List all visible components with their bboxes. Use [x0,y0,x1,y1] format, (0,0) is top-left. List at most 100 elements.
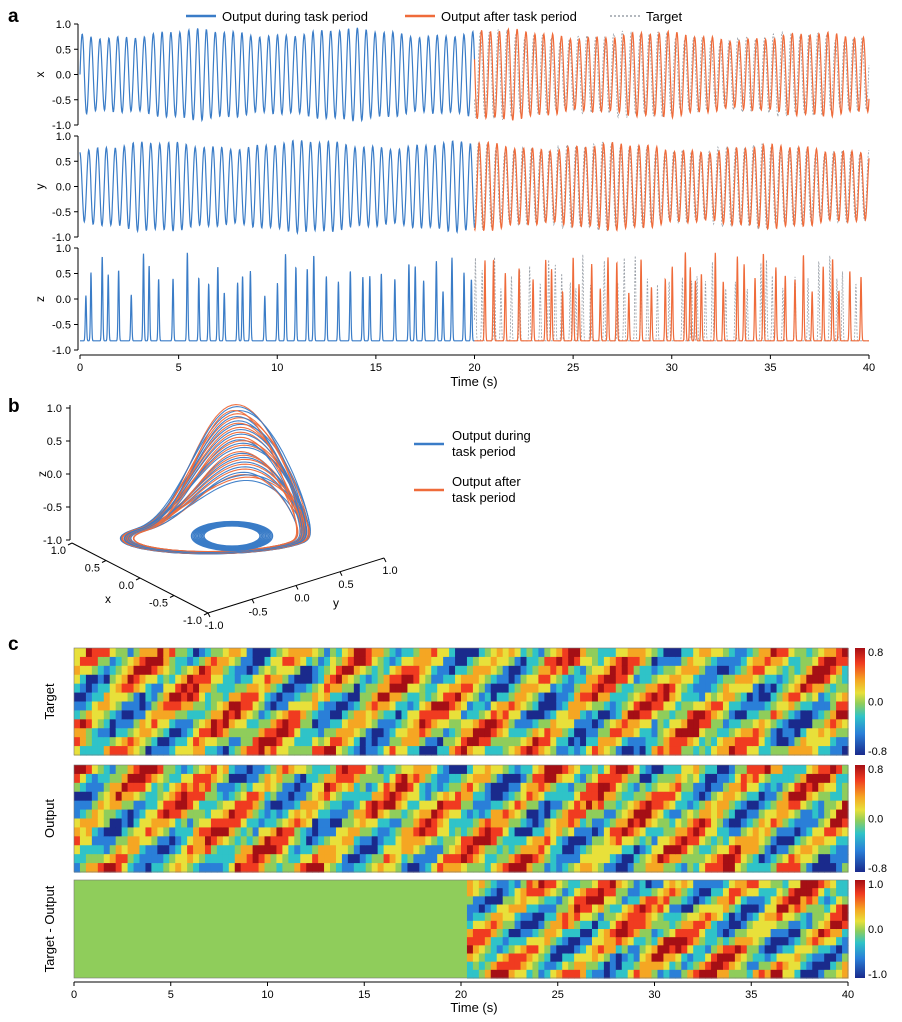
heatmap-cell [377,683,385,694]
heatmap-cell [181,809,188,820]
heatmap-cell [294,728,301,738]
heatmap-cell [127,818,135,829]
heatmap-cell [371,701,379,712]
heatmap-cell [466,827,474,837]
heatmap-cell [782,836,790,846]
heatmap-cell [276,719,283,729]
heatmap-cell [240,648,248,658]
heatmap-cell [163,648,170,658]
heatmap-cell [466,782,474,793]
heatmap-cell [717,969,724,979]
heatmap-cell [443,656,450,667]
heatmap-cell [413,665,420,676]
heatmap-cell [806,929,813,938]
heatmap-cell [508,818,516,829]
heatmap-cell [389,701,397,712]
heatmap-cell [139,765,147,775]
heatmap-cell [639,845,647,855]
heatmap-cell [675,845,682,855]
heatmap-cell [419,719,426,729]
heatmap-cell [169,818,176,829]
heatmap-cell [824,888,831,897]
heatmap-cell [359,818,367,829]
heatmap-cell [663,728,670,738]
heatmap-cell [758,920,766,930]
heatmap-cell [544,929,551,938]
heatmap-cell [193,737,200,747]
heatmap-cell [663,854,670,864]
heatmap-cell [699,737,706,747]
heatmap-cell [294,710,301,720]
heatmap-cell [466,961,474,971]
heatmap-cell [514,656,522,667]
heatmap-cell [574,728,581,738]
heatmap-cell [562,920,569,930]
heatmap-cell [556,692,563,703]
heatmap-cell [365,818,373,829]
heatmap-cell [324,701,331,712]
heatmap-cell [270,854,278,864]
heatmap-cell [609,782,617,793]
heatmap-cell [603,836,611,846]
heatmap-cell [609,961,617,971]
heatmap-cell [615,692,623,703]
heatmap-cell [252,827,260,837]
heatmap-cell [705,969,712,979]
heatmap-cell [520,773,528,784]
heatmap-cell [740,863,748,873]
heatmap-cell [359,648,367,658]
heatmap-cell [216,845,224,855]
heatmap-cell [586,800,593,811]
heatmap-cell [663,665,670,676]
heatmap-cell [675,961,682,971]
heatmap-cell [580,888,587,897]
heatmap-cell [734,701,742,712]
heatmap-cell [490,656,498,667]
heatmap-cell [526,836,534,846]
heatmap-cell [288,845,295,855]
heatmap-cell [842,827,849,837]
heatmap-cell [431,836,438,846]
heatmap-cell [794,863,801,873]
heatmap-cell [717,920,724,930]
heatmap-cell [532,737,539,747]
heatmap-cell [91,737,99,747]
heatmap-cell [341,665,349,676]
heatmap-cell [705,782,712,793]
heatmap-cell [568,953,575,963]
heatmap-cell [258,728,266,738]
heatmap-cell [699,710,706,720]
heatmap-cell [776,719,784,729]
heatmap-cell [687,683,694,694]
heatmap-cell [431,845,438,855]
heatmap-cell [728,782,736,793]
legend-label-target: Target [646,9,683,24]
heatmap-cell [449,728,456,738]
heatmap-cell [330,827,337,837]
heatmap-cell [740,765,748,775]
heatmap-cell [181,648,188,658]
heatmap-cell [437,746,444,756]
heatmap-cell [449,710,456,720]
heatmap-cell [758,782,766,793]
heatmap-cell [288,800,295,811]
heatmap-cell [597,737,605,747]
heatmap-cell [157,854,164,864]
heatmap-cell [431,765,438,775]
heatmap-cell [806,880,813,889]
heatmap-cell [318,701,325,712]
heatmap-cell [663,880,670,889]
heatmap-cell [395,674,403,685]
heatmap-cell [246,648,254,658]
heatmap-cell [633,773,641,784]
heatmap-cell [806,920,813,930]
heatmap-cell [514,674,522,685]
heatmap-cell [562,809,569,820]
heatmap-cell [675,896,682,906]
heatmap-cell [806,863,813,873]
heatmap-cell [591,773,599,784]
heatmap-cell [538,961,545,971]
heatmap-cell [401,782,409,793]
subplot-x: 1.00.50.0-0.5-1.0x [33,19,870,132]
heatmap-cell [246,854,254,864]
